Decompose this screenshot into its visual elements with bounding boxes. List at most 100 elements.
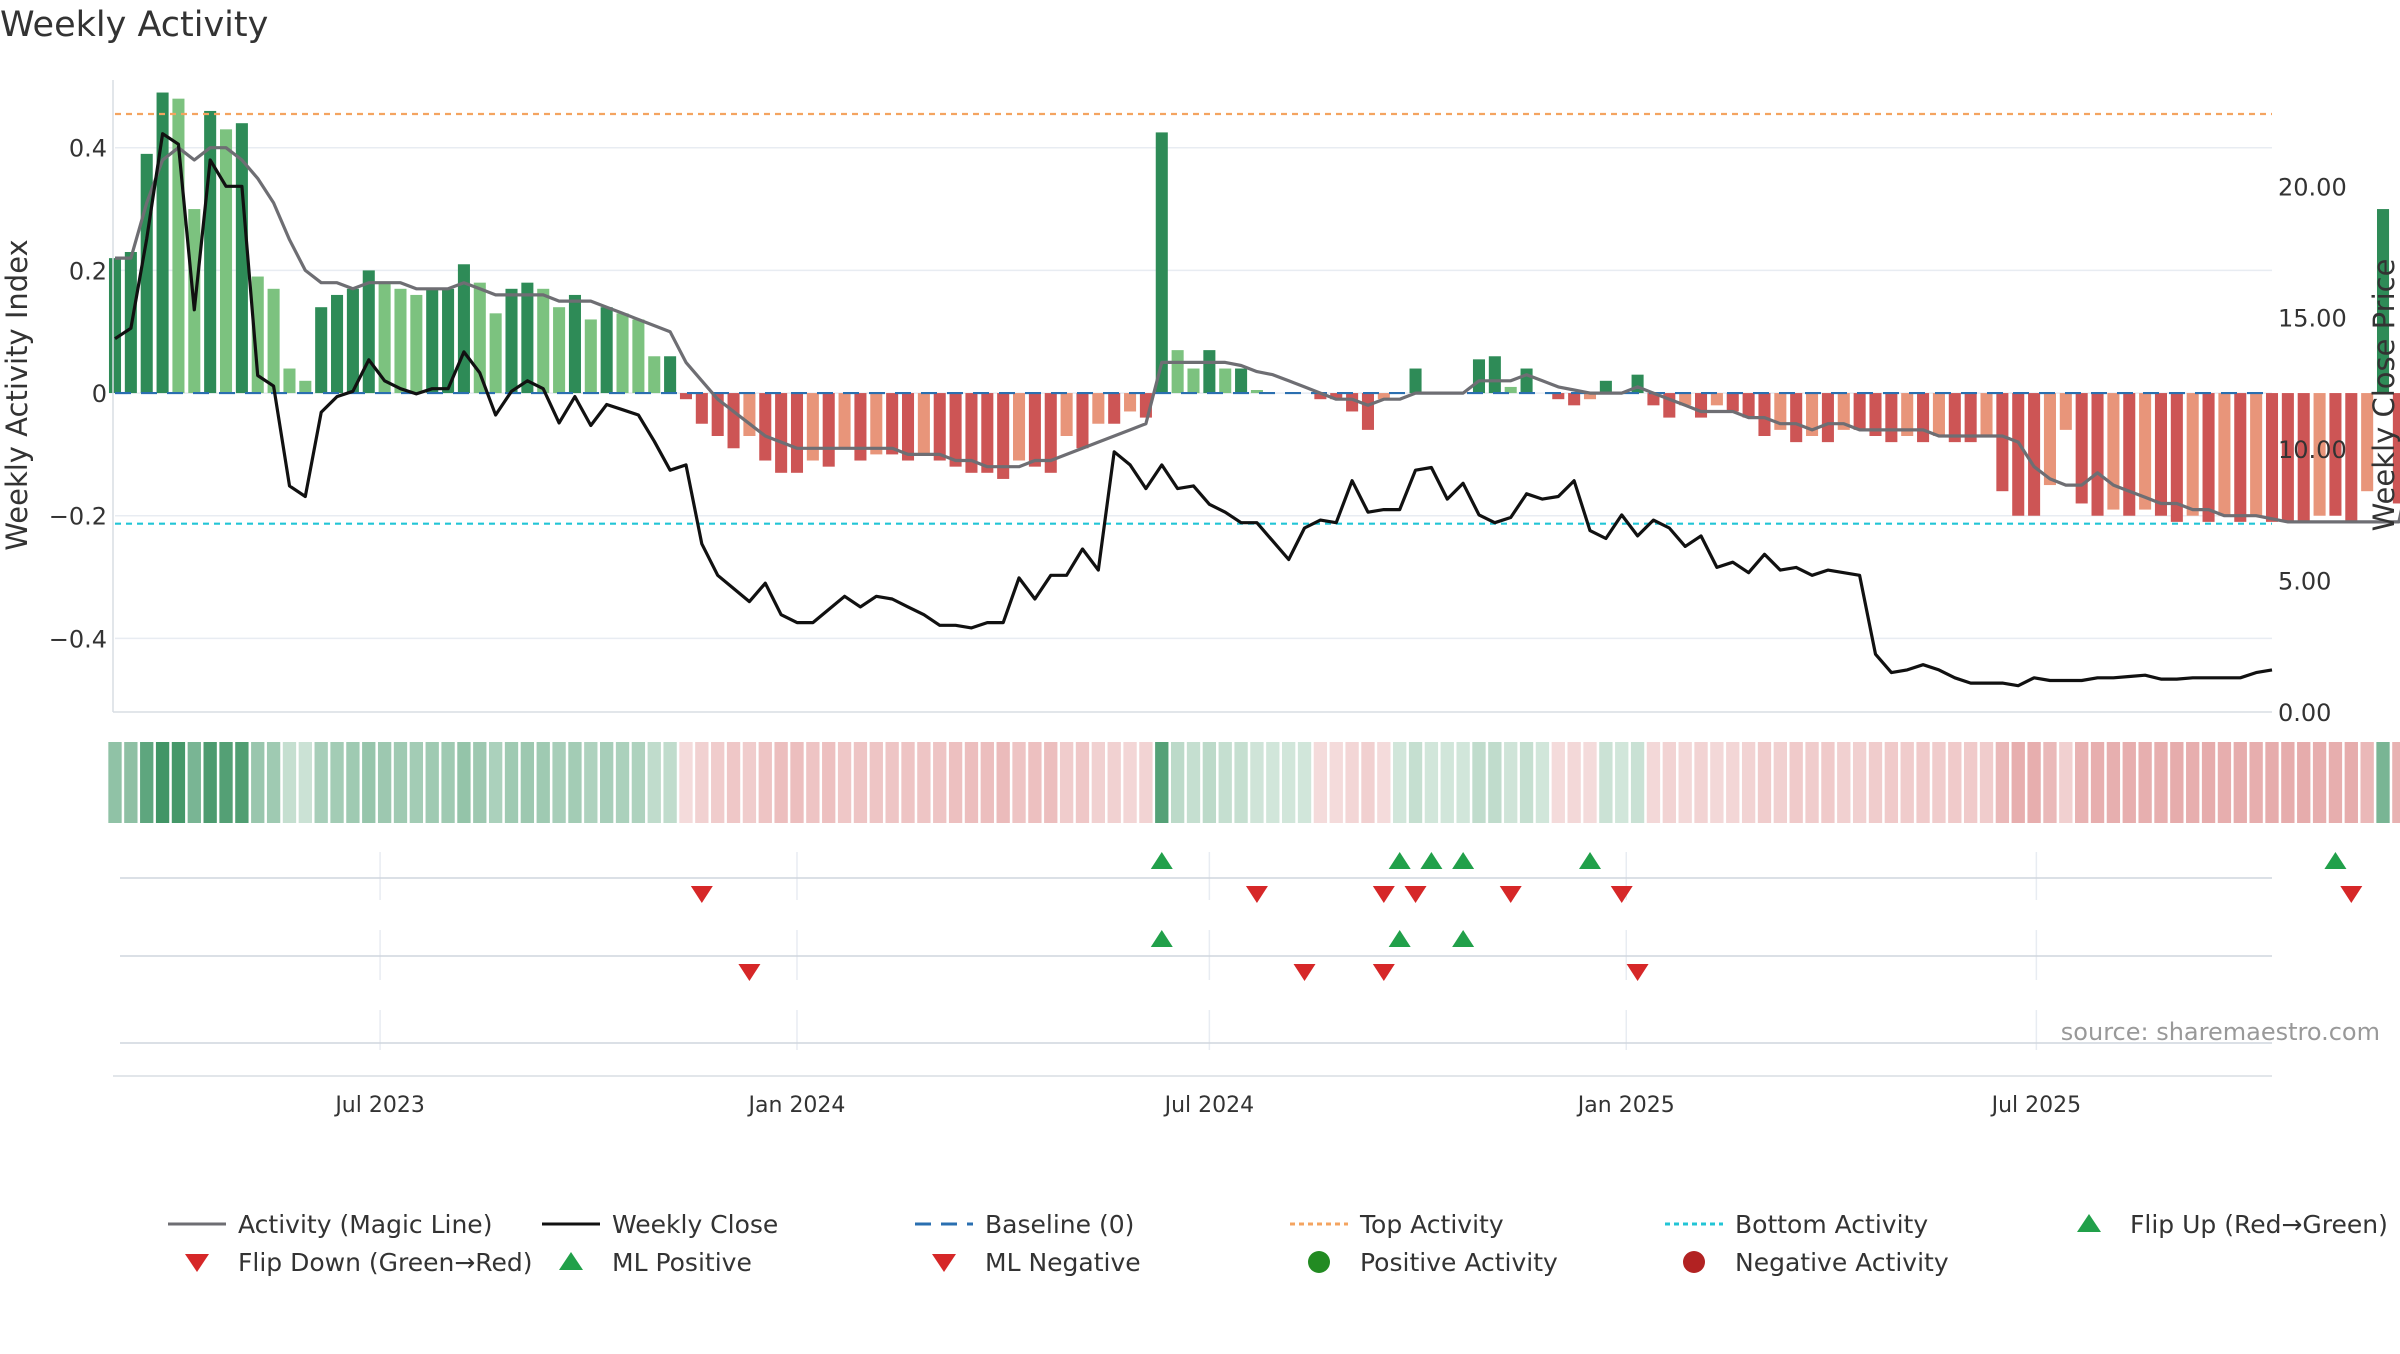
right-tick-label: 20.00: [2278, 173, 2347, 201]
activity-bar: [1076, 393, 1089, 449]
activity-bar: [1060, 393, 1073, 436]
heat-cell: [1535, 742, 1550, 823]
axes: 0.4 0.2 0 −0.2 −0.4 20.00 15.00 10.00 5.00 0.00 We…: [0, 80, 2400, 1118]
ml-negative-marker: [738, 964, 761, 981]
x-tick-label: Jul 2023: [333, 1093, 425, 1118]
source-label: source: sharemaestro.com: [2061, 1018, 2380, 1046]
activity-bar: [362, 270, 375, 394]
heat-cell: [2075, 742, 2089, 823]
activity-bar: [553, 307, 566, 394]
heat-cell: [1567, 742, 1581, 823]
legend-item: ML Negative: [932, 1248, 1141, 1277]
heat-cell: [1329, 742, 1343, 823]
activity-bar: [648, 356, 661, 394]
activity-bar: [933, 393, 946, 461]
heat-cell: [1044, 742, 1058, 823]
heat-cell: [1900, 742, 1914, 823]
activity-bar: [568, 294, 581, 394]
activity-bar: [2202, 393, 2215, 522]
activity-bar: [1472, 359, 1486, 394]
activity-bar: [806, 393, 819, 461]
heat-cell: [1282, 742, 1296, 823]
heat-cell: [837, 742, 852, 823]
activity-bar: [1679, 393, 1692, 406]
activity-bar: [1932, 393, 1945, 436]
activity-bar: [410, 294, 423, 394]
legend-swatch: [1308, 1251, 1330, 1273]
right-tick-label: 0.00: [2278, 699, 2331, 727]
legend-item: Top Activity: [1290, 1210, 1504, 1239]
heat-cell: [1852, 742, 1867, 823]
activity-bar: [1361, 393, 1374, 430]
heat-cell: [1266, 742, 1280, 823]
activity-bar: [1044, 393, 1057, 473]
heat-cell: [377, 742, 392, 823]
flip-up-marker: [1452, 852, 1475, 869]
activity-bar: [822, 393, 835, 467]
heat-cell: [948, 742, 963, 823]
right-tick-label: 5.00: [2278, 568, 2331, 596]
heat-cell: [901, 742, 915, 823]
activity-bar: [2123, 393, 2136, 516]
heat-cell: [425, 742, 439, 823]
right-tick-label: 10.00: [2278, 436, 2347, 464]
ml-positive-marker: [1388, 930, 1411, 947]
heat-cell: [615, 742, 630, 823]
activity-bar: [2043, 393, 2056, 486]
heat-cell: [1091, 742, 1105, 823]
heat-cell: [282, 742, 297, 823]
heat-cell: [219, 742, 233, 823]
activity-bar: [2297, 393, 2310, 522]
heat-cell: [2059, 742, 2073, 823]
flip-down-marker: [1404, 886, 1427, 903]
activity-bar: [1155, 132, 1168, 394]
heat-cell: [1662, 742, 1676, 823]
heat-cell: [1630, 742, 1645, 823]
activity-bar: [1647, 393, 1660, 406]
heat-cell: [1059, 742, 1074, 823]
activity-bar: [219, 129, 233, 394]
legend-label: Flip Up (Red→Green): [2130, 1210, 2388, 1239]
heat-cell: [1583, 742, 1597, 823]
heat-cell: [1805, 742, 1819, 823]
heat-cell: [504, 742, 519, 823]
heat-cell: [1646, 742, 1661, 823]
x-tick-label: Jul 2024: [1163, 1093, 1255, 1118]
activity-bar: [1885, 393, 1898, 443]
activity-bar: [2281, 393, 2294, 522]
heat-cell: [742, 742, 757, 823]
legend-item: Negative Activity: [1683, 1248, 1949, 1277]
activity-bar: [1171, 350, 1184, 394]
heat-cell: [457, 742, 471, 823]
heat-cell: [568, 742, 582, 823]
ml-positive-marker: [1452, 930, 1475, 947]
activity-bar: [1124, 393, 1137, 412]
heat-cell: [1250, 742, 1264, 823]
activity-bar: [1187, 368, 1200, 394]
heat-cell: [251, 742, 265, 823]
heat-cell: [695, 742, 709, 823]
flip-down-marker: [2340, 886, 2363, 903]
activity-bar: [917, 393, 930, 455]
heat-cell: [980, 742, 994, 823]
heat-cell: [203, 742, 217, 823]
heat-cell: [473, 742, 487, 823]
heat-cell: [647, 742, 661, 823]
heat-cell: [1821, 742, 1835, 823]
heat-cell: [1995, 742, 2010, 823]
heat-cell: [1678, 742, 1692, 823]
activity-bar: [346, 288, 359, 394]
activity-bar: [442, 288, 455, 394]
activity-bar: [2313, 393, 2326, 516]
heat-cell: [266, 742, 281, 823]
legend-label: Bottom Activity: [1735, 1210, 1928, 1239]
activity-bar: [473, 282, 486, 394]
left-tick-label: 0.2: [69, 257, 107, 285]
activity-bar: [521, 282, 534, 394]
activity-bar: [1583, 393, 1597, 400]
heat-cell: [1868, 742, 1883, 823]
heat-cell: [1155, 742, 1169, 823]
heat-cell: [536, 742, 550, 823]
activity-bar: [695, 393, 708, 424]
activity-bar: [1901, 393, 1914, 436]
